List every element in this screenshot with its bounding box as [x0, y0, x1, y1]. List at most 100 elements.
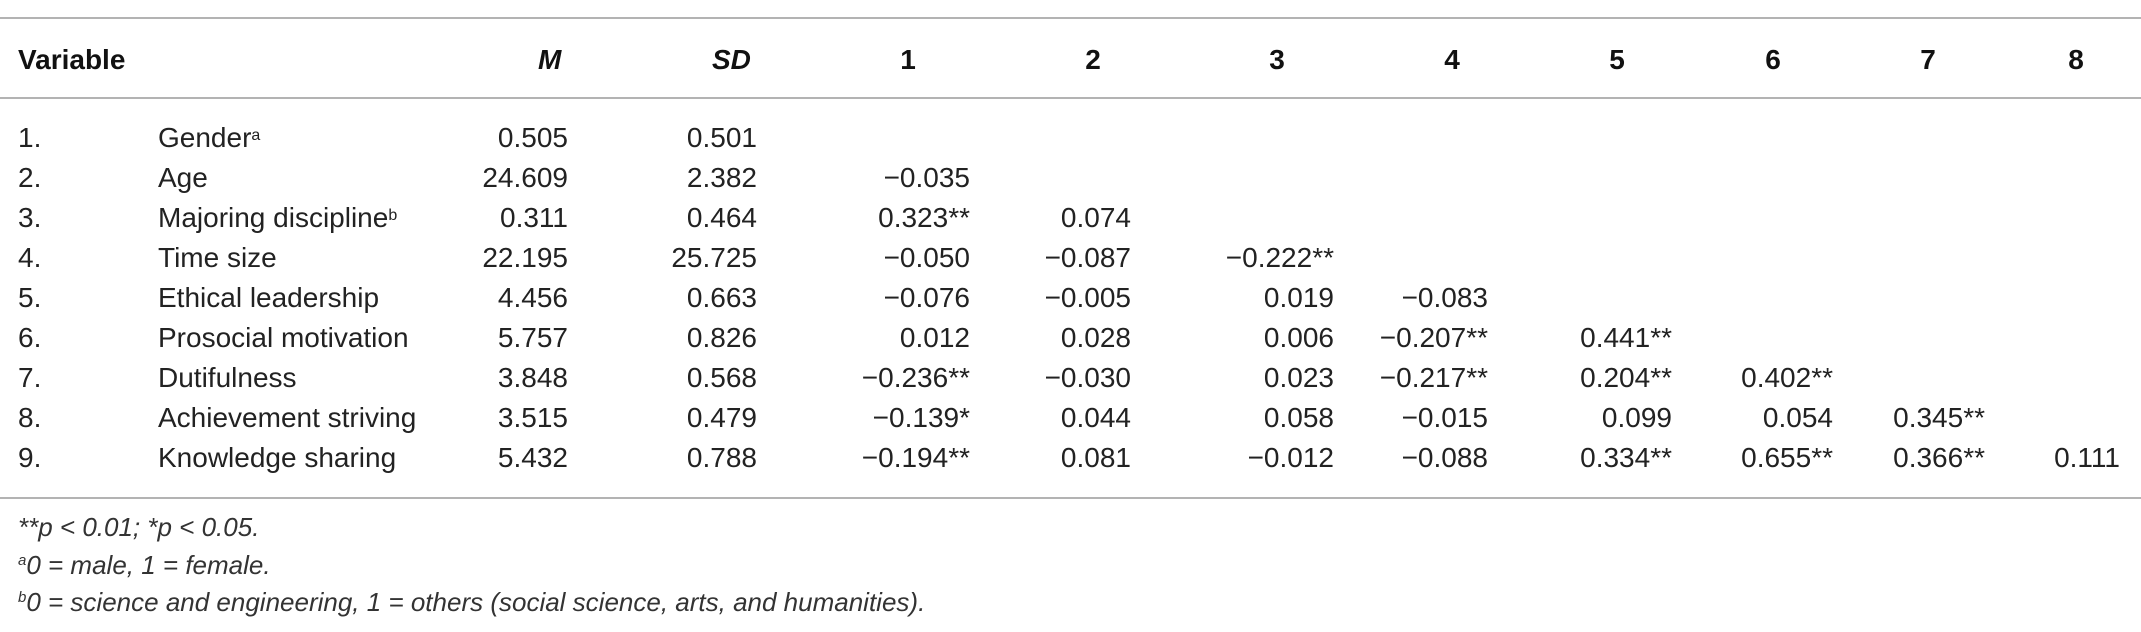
correlation-cell: 0.111	[2054, 442, 2120, 473]
row-variable-name: Majoring disciplineb	[158, 198, 397, 238]
correlation-cell: 0.006	[1263, 322, 1334, 353]
table-header-rule	[0, 97, 2141, 99]
row-sd: 0.663	[686, 282, 757, 313]
note-b-text: 0 = science and engineering, 1 = others …	[26, 587, 926, 617]
correlation-cell: 0.054	[1762, 402, 1833, 433]
row-variable-name: Dutifulness	[158, 358, 297, 398]
correlation-cell: −0.050	[883, 242, 970, 273]
row-number: 7.	[18, 362, 42, 393]
row-number: 5.	[18, 282, 42, 313]
row-number: 8.	[18, 402, 42, 433]
correlation-cell: 0.012	[899, 322, 970, 353]
note-a-mark: a	[18, 552, 27, 569]
row-mean: 3.515	[497, 402, 568, 433]
row-mean: 22.195	[482, 242, 568, 273]
correlation-cell: 0.402**	[1741, 362, 1833, 393]
footnote-mark: a	[251, 127, 261, 144]
row-mean: 5.757	[497, 322, 568, 353]
row-number: 6.	[18, 322, 42, 353]
row-sd: 0.568	[686, 362, 757, 393]
header-sd: SD	[712, 44, 751, 75]
correlation-cell: −0.088	[1401, 442, 1488, 473]
correlation-cell: −0.083	[1401, 282, 1488, 313]
correlation-cell: 0.019	[1263, 282, 1334, 313]
variable-label: Majoring discipline	[158, 202, 389, 233]
row-mean: 4.456	[497, 282, 568, 313]
row-mean: 0.505	[497, 122, 568, 153]
correlation-cell: −0.217**	[1379, 362, 1488, 393]
correlation-cell: −0.194**	[861, 442, 970, 473]
row-mean: 5.432	[497, 442, 568, 473]
row-variable-name: Knowledge sharing	[158, 438, 396, 478]
row-variable-name: Age	[158, 158, 208, 198]
variable-label: Knowledge sharing	[158, 442, 397, 473]
correlation-cell: −0.076	[883, 282, 970, 313]
variable-label: Age	[158, 162, 208, 193]
note-a-text: 0 = male, 1 = female.	[26, 550, 271, 580]
correlation-cell: 0.044	[1060, 402, 1131, 433]
header-col-5: 5	[1609, 44, 1625, 75]
correlation-cell: −0.222**	[1225, 242, 1334, 273]
correlation-cell: −0.236**	[861, 362, 970, 393]
correlation-cell: −0.030	[1044, 362, 1131, 393]
variable-label: Gender	[158, 122, 252, 153]
correlation-cell: 0.081	[1060, 442, 1131, 473]
correlation-cell: 0.099	[1601, 402, 1672, 433]
row-number: 4.	[18, 242, 42, 273]
correlation-cell: 0.655**	[1741, 442, 1833, 473]
header-col-2: 2	[1085, 44, 1101, 75]
note-significance: **p < 0.01; *p < 0.05.	[18, 512, 260, 542]
row-sd: 0.826	[686, 322, 757, 353]
correlation-cell: 0.345**	[1893, 402, 1985, 433]
variable-label: Ethical leadership	[158, 282, 380, 313]
header-variable: Variable	[18, 44, 126, 75]
table-bottom-rule	[0, 497, 2141, 499]
row-sd: 25.725	[671, 242, 757, 273]
header-col-6: 6	[1765, 44, 1781, 75]
variable-label: Prosocial motivation	[158, 322, 409, 353]
correlation-cell: −0.005	[1044, 282, 1131, 313]
row-sd: 0.788	[686, 442, 757, 473]
correlation-cell: 0.204**	[1580, 362, 1672, 393]
variable-label: Dutifulness	[158, 362, 297, 393]
correlation-cell: −0.207**	[1379, 322, 1488, 353]
row-number: 3.	[18, 202, 42, 233]
row-variable-name: Time size	[158, 238, 277, 278]
correlation-cell: 0.441**	[1580, 322, 1672, 353]
correlation-cell: 0.058	[1263, 402, 1334, 433]
row-number: 9.	[18, 442, 42, 473]
header-col-1: 1	[900, 44, 916, 75]
correlation-cell: −0.139*	[872, 402, 970, 433]
correlation-cell: −0.012	[1247, 442, 1334, 473]
row-variable-name: Prosocial motivation	[158, 318, 409, 358]
note-a: a0 = male, 1 = female.	[18, 548, 271, 582]
correlation-cell: −0.087	[1044, 242, 1131, 273]
footnote-mark: b	[388, 207, 398, 224]
note-b: b0 = science and engineering, 1 = others…	[18, 585, 925, 619]
correlation-cell: 0.323**	[878, 202, 970, 233]
row-mean: 24.609	[482, 162, 568, 193]
row-sd: 2.382	[686, 162, 757, 193]
row-variable-name: Gendera	[158, 118, 260, 158]
row-number: 1.	[18, 122, 42, 153]
row-variable-name: Achievement striving	[158, 398, 416, 438]
variable-label: Achievement striving	[158, 402, 417, 433]
row-mean: 0.311	[500, 202, 568, 233]
header-col-7: 7	[1920, 44, 1936, 75]
header-col-4: 4	[1444, 44, 1460, 75]
correlation-cell: −0.015	[1401, 402, 1488, 433]
correlation-cell: −0.035	[883, 162, 970, 193]
note-b-mark: b	[18, 589, 27, 606]
correlation-cell: 0.028	[1060, 322, 1131, 353]
row-sd: 0.464	[686, 202, 757, 233]
row-number: 2.	[18, 162, 42, 193]
header-col-8: 8	[2068, 44, 2084, 75]
correlation-cell: 0.366**	[1893, 442, 1985, 473]
row-variable-name: Ethical leadership	[158, 278, 379, 318]
table-top-rule	[0, 17, 2141, 19]
row-mean: 3.848	[497, 362, 568, 393]
correlation-cell: 0.023	[1263, 362, 1334, 393]
row-sd: 0.501	[686, 122, 757, 153]
header-mean: M	[538, 44, 562, 75]
